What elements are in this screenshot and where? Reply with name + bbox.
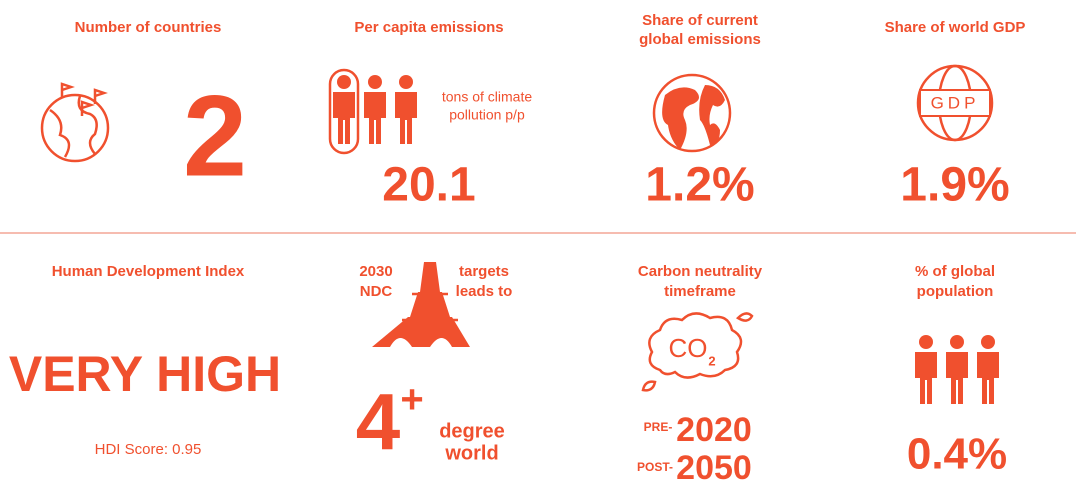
people-icon xyxy=(328,68,417,155)
label: leads to xyxy=(456,283,513,300)
label: NDC xyxy=(360,283,393,300)
people-icon xyxy=(915,335,999,404)
earth-icon xyxy=(652,73,732,153)
caption: tons of climate xyxy=(442,89,532,105)
icon-subscript: 2 xyxy=(708,353,715,368)
gdp-icon xyxy=(916,64,994,142)
icon-label: GDP xyxy=(931,93,980,112)
unit: degree xyxy=(439,420,505,442)
icon-label: CO xyxy=(669,333,708,363)
superscript: + xyxy=(400,378,423,422)
cell-title: population xyxy=(917,283,994,300)
post-year: 2050 xyxy=(676,449,752,487)
cell-title: global emissions xyxy=(639,31,761,48)
pre-year: 2020 xyxy=(676,411,752,449)
value: 20.1 xyxy=(382,159,475,212)
cell-title: timeframe xyxy=(664,283,736,300)
cell-title: Carbon neutrality xyxy=(638,263,763,280)
value: VERY HIGH xyxy=(9,346,281,402)
caption: pollution p/p xyxy=(449,107,525,123)
post-label: POST- xyxy=(637,460,673,474)
unit: world xyxy=(444,442,498,464)
cell-title: Per capita emissions xyxy=(354,19,503,36)
eiffel-icon xyxy=(372,250,470,347)
cell-title: Human Development Index xyxy=(52,263,245,280)
value: 1.2% xyxy=(645,159,754,212)
cell-title: % of global xyxy=(915,263,995,280)
value: 4 xyxy=(356,377,401,466)
label: 2030 xyxy=(359,263,392,280)
cell-title: Share of current xyxy=(642,12,758,29)
note: HDI Score: 0.95 xyxy=(95,441,202,458)
globe-icon xyxy=(40,82,110,163)
value: 2 xyxy=(183,72,247,200)
cell-title: Number of countries xyxy=(75,19,222,36)
value: 1.9% xyxy=(900,159,1009,212)
cell-title: Share of world GDP xyxy=(885,19,1026,36)
pre-label: PRE- xyxy=(644,420,673,434)
label: targets xyxy=(459,263,509,280)
cloud-icon xyxy=(641,312,754,392)
value: 0.4% xyxy=(907,430,1007,479)
